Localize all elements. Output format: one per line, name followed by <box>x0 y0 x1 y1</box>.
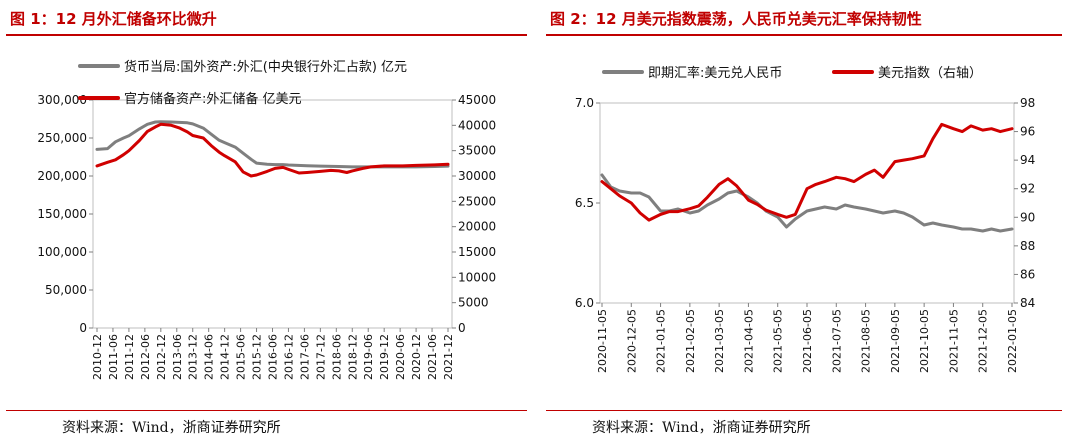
chart2-x-tick-label: 2021-06-05 <box>801 309 814 373</box>
chart1-x-tick-label: 2018-12 <box>346 334 359 380</box>
chart2-left-tick-label: 7.0 <box>575 96 594 110</box>
chart1-x-tick-label: 2020-12 <box>410 334 423 380</box>
chart1-right-tick-label: 20000 <box>458 220 496 234</box>
chart2-x-tick-label: 2020-11-05 <box>596 309 609 373</box>
chart1-x-tick-label: 2011-06 <box>107 334 120 380</box>
chart1-left-tick-label: 150,000 <box>37 207 87 221</box>
chart1-right-tick-label: 5000 <box>458 296 489 310</box>
chart1-x-tick-label: 2011-12 <box>123 334 136 380</box>
chart1-x-tick-label: 2015-12 <box>251 334 264 380</box>
chart2-legend-label-1: 即期汇率:美元兑人民币 <box>648 65 782 81</box>
chart2-left-tick-label: 6.5 <box>575 196 594 210</box>
chart1-right-tick-label: 0 <box>458 321 466 335</box>
chart2-right-tick-label: 84 <box>1020 296 1035 310</box>
chart2-x-tick-label: 2021-02-05 <box>684 309 697 373</box>
chart1-x-tick-label: 2021-06 <box>426 334 439 380</box>
left-chart-title: 图 1：12 月外汇储备环比微升 <box>10 10 217 28</box>
chart2-right-tick-label: 94 <box>1020 153 1035 167</box>
chart1-x-tick-label: 2015-06 <box>235 334 248 380</box>
right-chart-panel: 图 2：12 月美元指数震荡，人民币兑美元汇率保持韧性 6.0 6.5 7.0 84 8… <box>540 0 1070 442</box>
chart2-right-tick-label: 86 <box>1020 267 1035 281</box>
chart1-x-tick-label: 2019-12 <box>378 334 391 380</box>
chart1-x-tick-label: 2017-12 <box>314 334 327 380</box>
chart2-x-tick-label: 2021-10-05 <box>918 309 931 373</box>
chart2-x-tick-label: 2020-12-05 <box>625 309 638 373</box>
chart1-x-tick-label: 2021-12 <box>442 334 455 380</box>
chart1-left-tick-label: 200,000 <box>37 169 87 183</box>
chart1-right-tick-label: 10000 <box>458 270 496 284</box>
chart1-x-tick-label: 2014-06 <box>203 334 216 380</box>
chart1-legend-label-2: 官方储备资产:外汇储备 亿美元 <box>124 91 302 107</box>
chart1-left-tick-label: 250,000 <box>37 131 87 145</box>
left-source-rule <box>6 410 527 411</box>
chart2-right-tick-label: 90 <box>1020 210 1035 224</box>
chart1-x-tick-label: 2017-06 <box>298 334 311 380</box>
chart1-x-tick-label: 2010-12 <box>91 334 104 380</box>
chart1-right-tick-label: 45000 <box>458 93 496 107</box>
chart2-x-tick-label: 2021-07-05 <box>830 309 843 373</box>
chart1-right-tick-label: 30000 <box>458 169 496 183</box>
right-source-rule <box>546 410 1062 411</box>
chart2-x-tick-label: 2021-03-05 <box>713 309 726 373</box>
left-chart-svg: 0 50,000 100,000 150,000 200,000 250,000 300,0… <box>37 59 496 380</box>
chart1-series-line-2 <box>95 122 450 178</box>
chart1-right-tick-label: 35000 <box>458 144 496 158</box>
chart1-x-tick-label: 2020-06 <box>394 334 407 380</box>
chart1-series-line-1 <box>95 120 450 169</box>
chart2-right-tick-label: 96 <box>1020 125 1035 139</box>
chart1-x-tick-label: 2014-12 <box>219 334 232 380</box>
chart1-right-tick-label: 15000 <box>458 245 496 259</box>
chart1-x-tick-label: 2016-12 <box>282 334 295 380</box>
chart1-left-tick-label: 300,000 <box>37 93 87 107</box>
chart2-series-line-2 <box>600 122 1014 222</box>
left-source-note: 资料来源：Wind，浙商证券研究所 <box>62 420 281 436</box>
chart1-x-tick-label: 2012-06 <box>139 334 152 380</box>
chart2-right-tick-label: 92 <box>1020 182 1035 196</box>
chart1-legend-label-1: 货币当局:国外资产:外汇(中央银行外汇占款) 亿元 <box>124 59 407 75</box>
chart1-left-tick-label: 100,000 <box>37 245 87 259</box>
chart1-x-tick-label: 2016-06 <box>267 334 280 380</box>
chart2-x-tick-label: 2021-08-05 <box>860 309 873 373</box>
chart2-right-tick-label: 98 <box>1020 96 1035 110</box>
left-chart-panel: 图 1：12 月外汇储备环比微升 0 50,000 100,000 150,000 20… <box>6 10 527 436</box>
chart2-x-tick-label: 2021-11-05 <box>947 309 960 373</box>
chart1-right-tick-label: 25000 <box>458 194 496 208</box>
chart1-x-tick-label: 2018-06 <box>330 334 343 380</box>
chart1-left-tick-label: 0 <box>79 321 87 335</box>
chart1-x-tick-label: 2013-12 <box>187 334 200 380</box>
chart1-x-tick-label: 2013-06 <box>171 334 184 380</box>
chart2-left-tick-label: 6.0 <box>575 296 594 310</box>
chart1-right-tick-label: 40000 <box>458 118 496 132</box>
chart2-x-tick-label: 2021-09-05 <box>889 309 902 373</box>
right-chart-title: 图 2：12 月美元指数震荡，人民币兑美元汇率保持韧性 <box>550 10 922 28</box>
chart2-legend-label-2: 美元指数（右轴） <box>878 66 982 81</box>
right-title-rule <box>546 34 1062 36</box>
chart1-left-tick-label: 50,000 <box>45 283 87 297</box>
chart2-plot-frame <box>599 102 1015 304</box>
right-chart-svg: 6.0 6.5 7.0 84 86 88 90 92 94 96 98 2020-11-05 2020-… <box>575 65 1035 373</box>
chart2-x-tick-label: 2021-04-05 <box>742 309 755 373</box>
chart2-series-line-1 <box>600 173 1014 233</box>
right-source-note: 资料来源：Wind，浙商证券研究所 <box>592 420 811 436</box>
left-title-rule <box>6 34 527 36</box>
chart2-x-tick-label: 2021-05-05 <box>772 309 785 373</box>
chart2-x-tick-label: 2022-01-05 <box>1006 309 1019 373</box>
chart1-x-tick-label: 2019-06 <box>362 334 375 380</box>
chart2-x-tick-label: 2021-01-05 <box>655 309 668 373</box>
chart2-right-tick-label: 88 <box>1020 239 1035 253</box>
chart1-x-tick-label: 2012-12 <box>155 334 168 380</box>
chart2-x-tick-label: 2021-12-05 <box>977 309 990 373</box>
